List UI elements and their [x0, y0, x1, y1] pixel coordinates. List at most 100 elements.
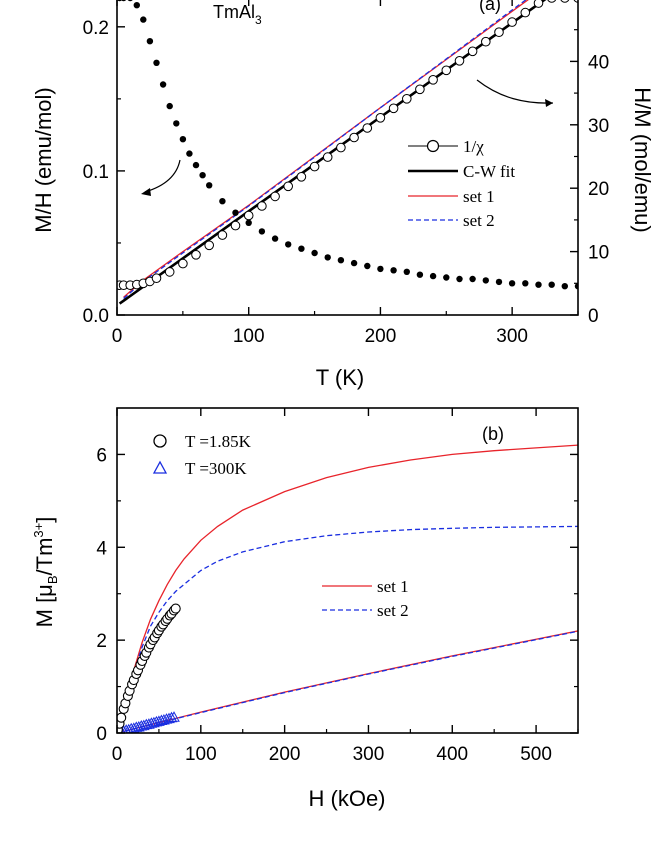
- series-line-set1: [123, 0, 529, 298]
- panel-b-legend-bottom: set 1 set 2: [322, 577, 409, 620]
- data-point-inv-chi: [336, 142, 346, 153]
- data-point-inv-chi: [428, 75, 438, 85]
- data-point-inv-chi: [230, 220, 241, 231]
- series-line-set2: [123, 0, 527, 299]
- data-point-inv-chi: [217, 230, 228, 240]
- panel-b-frame: [116, 407, 579, 734]
- panel-b-legend-top: T =1.85K T =300K: [152, 432, 252, 478]
- data-point-inv-chi: [467, 46, 478, 57]
- panel-b-series: [117, 444, 578, 733]
- data-point-inv-chi: [257, 201, 267, 211]
- data-point-mh: [456, 275, 463, 283]
- data-point-mh: [206, 182, 213, 189]
- data-point-inv-chi: [415, 84, 425, 95]
- data-point-inv-chi: [283, 181, 294, 192]
- legend-entry-300k: T =300K: [152, 459, 247, 478]
- data-point-mh: [403, 268, 410, 275]
- data-point-mh: [350, 259, 358, 267]
- data-point-mh: [416, 271, 424, 278]
- data-point-mh: [377, 265, 384, 273]
- panel-a-compound: TmAl3: [213, 2, 262, 27]
- tick-label-x-b: 500: [520, 744, 552, 765]
- data-point-mh: [159, 81, 167, 88]
- data-point-mh: [258, 228, 266, 235]
- data-point-mh: [285, 241, 292, 248]
- arrow-to-left-axis-head: [141, 188, 151, 196]
- data-point-inv-chi: [454, 56, 465, 66]
- panel-a-frame: [116, 0, 579, 316]
- legend-entry-cw-fit: C-W fit: [408, 162, 515, 181]
- data-point-300k: [121, 724, 132, 733]
- legend-entry-set2: set 2: [408, 211, 495, 230]
- data-point-mh: [561, 283, 568, 290]
- svg-text:1/χ: 1/χ: [463, 137, 484, 156]
- tick-label-x-b: 100: [185, 744, 217, 765]
- svg-text:set 2: set 2: [377, 601, 409, 620]
- panel-a-label: (a): [479, 0, 501, 14]
- data-point-mh: [186, 150, 193, 157]
- series-line-set2-300k: [117, 630, 578, 733]
- data-point-mh: [508, 280, 516, 287]
- tick-label-y-right: 30: [588, 116, 609, 137]
- panel-b-label: (b): [482, 424, 504, 444]
- data-point-mh: [337, 257, 345, 264]
- data-point-inv-chi: [388, 103, 399, 114]
- tick-label-x-b: 300: [353, 744, 385, 765]
- tick-label-y-b: 2: [96, 631, 107, 652]
- panel-b-ylabel: M [μB/Tm3+]: [31, 517, 60, 628]
- data-point-inv-chi: [270, 191, 280, 202]
- data-point-mh: [179, 136, 187, 143]
- data-point-mh: [535, 281, 542, 288]
- data-point-mh: [127, 0, 133, 2]
- data-point-mh: [133, 1, 140, 9]
- data-point-inv-chi: [494, 27, 504, 38]
- data-point-mh: [311, 249, 318, 257]
- data-point-1p85k: [117, 712, 127, 723]
- data-point-inv-chi: [507, 17, 517, 27]
- data-point-inv-chi: [309, 161, 320, 172]
- tick-label-x-b: 200: [269, 744, 301, 765]
- data-point-inv-chi: [178, 258, 188, 269]
- tick-label-y-right: 10: [588, 243, 609, 264]
- data-point-inv-chi: [151, 273, 162, 284]
- data-point-mh: [192, 161, 200, 169]
- tick-label-y-b: 0: [96, 724, 107, 745]
- data-point-inv-chi: [322, 152, 333, 162]
- tick-label-y-left: 0.1: [83, 162, 109, 183]
- tick-label-y-right: 0: [588, 306, 599, 327]
- data-point-300k: [158, 713, 170, 725]
- data-point-mh: [495, 278, 503, 286]
- data-point-300k: [148, 716, 160, 728]
- data-point-mh: [232, 209, 239, 216]
- arrow-to-right-axis-head: [545, 99, 553, 107]
- data-point-mh: [482, 277, 489, 284]
- data-point-mh: [153, 59, 160, 66]
- data-point-mh: [219, 198, 226, 205]
- tick-label-x: 300: [496, 326, 528, 347]
- tick-label-y-b: 6: [96, 445, 107, 466]
- legend-entry-b-set2: set 2: [322, 601, 409, 620]
- data-point-mh: [166, 102, 173, 110]
- svg-text:set 2: set 2: [463, 211, 495, 230]
- panel-b-xlabel: H (kOe): [309, 786, 386, 811]
- data-point-mh: [364, 262, 371, 270]
- data-point-inv-chi: [349, 132, 359, 143]
- arrow-to-right-axis: [476, 79, 554, 104]
- arrow-to-left-axis: [144, 159, 181, 193]
- panel-a-ylabel-left: M/H (emu/mol): [31, 87, 56, 232]
- panel-b: 0 100 200 300 400 500 0 2 4 6 H (kOe) M [μB/Tm3+]…: [31, 407, 579, 811]
- data-point-mh: [173, 120, 180, 127]
- data-point-300k: [143, 718, 155, 729]
- data-point-mh: [117, 0, 123, 2]
- data-point-inv-chi: [481, 36, 491, 47]
- series-line-set1-300k: [117, 630, 578, 733]
- tick-label-x: 0: [112, 326, 123, 347]
- tick-label-y-right: 40: [588, 52, 609, 73]
- data-point-mh: [245, 219, 252, 226]
- legend-entry-inv-chi: 1/χ: [408, 137, 484, 156]
- tick-label-x-b: 400: [436, 744, 468, 765]
- legend-entry-b-set1: set 1: [322, 577, 409, 596]
- data-point-mh: [548, 281, 555, 288]
- tick-label-x: 100: [233, 326, 265, 347]
- panel-a: 0 100 200 300 0.0 0.1 0.2 0 10 20 30 40 T (K) M/H (…: [31, 0, 654, 390]
